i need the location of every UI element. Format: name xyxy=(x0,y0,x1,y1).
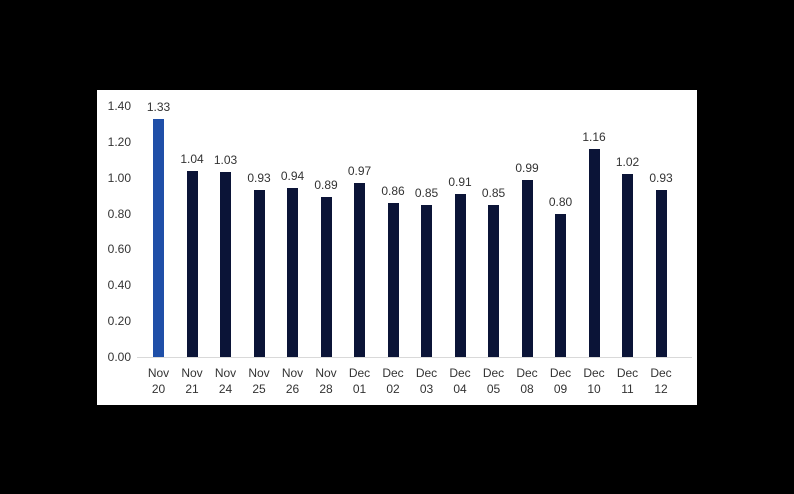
x-tick-month: Nov xyxy=(147,366,170,380)
x-tick-day: 02 xyxy=(386,382,400,396)
x-tick-month: Nov xyxy=(281,366,304,380)
x-tick-month: Dec xyxy=(382,366,404,380)
x-axis-line xyxy=(137,357,692,358)
x-tick-month: Dec xyxy=(415,366,438,380)
x-tick-month: Nov xyxy=(214,366,237,380)
x-tick-day: 10 xyxy=(587,382,601,396)
data-label: 1.02 xyxy=(615,155,640,170)
x-tick-day: 11 xyxy=(621,382,634,396)
x-tick-day: 26 xyxy=(285,382,300,396)
bar xyxy=(588,149,600,357)
data-label: 0.80 xyxy=(548,194,573,209)
data-label: 0.91 xyxy=(448,174,472,189)
x-tick-day: 08 xyxy=(520,382,534,396)
bar xyxy=(153,118,164,357)
x-tick-label: Nov 20 xyxy=(139,365,179,397)
x-tick-day: 28 xyxy=(319,382,333,396)
x-tick-label: Dec 10 xyxy=(574,365,614,397)
data-label: 0.85 xyxy=(414,185,439,200)
x-tick-day: 01 xyxy=(352,382,367,396)
x-tick-day: 24 xyxy=(218,382,233,396)
x-tick-label: Dec 04 xyxy=(440,365,480,397)
data-label: 1.04 xyxy=(180,151,204,166)
bar xyxy=(622,174,633,357)
x-tick-month: Dec xyxy=(348,366,371,380)
data-label: 0.99 xyxy=(515,160,539,175)
x-tick-month: Dec xyxy=(516,366,538,380)
x-tick-day: 21 xyxy=(185,382,199,396)
data-label: 0.85 xyxy=(481,185,506,200)
bar xyxy=(320,197,332,357)
x-tick-month: Nov xyxy=(315,366,337,380)
bar xyxy=(287,188,298,357)
data-label: 0.93 xyxy=(649,171,673,186)
bar xyxy=(354,183,365,357)
x-tick-label: Dec 02 xyxy=(373,365,413,397)
bar xyxy=(655,190,667,357)
bar xyxy=(186,170,198,357)
x-tick-day: 04 xyxy=(453,382,467,396)
x-tick-label: Dec 05 xyxy=(474,365,514,397)
x-tick-label: Nov 26 xyxy=(273,365,313,397)
x-tick-month: Dec xyxy=(650,366,672,380)
x-tick-month: Nov xyxy=(248,366,270,380)
x-tick-label: Dec 01 xyxy=(340,365,380,397)
x-tick-month: Dec xyxy=(549,366,572,380)
y-tick-label: 0.20 xyxy=(107,314,131,329)
x-tick-month: Dec xyxy=(482,366,505,380)
y-tick-label: 0.80 xyxy=(107,206,131,221)
x-tick-label: Nov 28 xyxy=(306,365,346,397)
x-tick-label: Dec 11 xyxy=(608,365,648,397)
data-label: 1.33 xyxy=(146,99,171,114)
data-label: 0.94 xyxy=(280,169,305,184)
y-tick-label: 1.40 xyxy=(107,99,131,113)
y-tick-label: 1.20 xyxy=(107,134,131,149)
data-label: 0.86 xyxy=(381,183,405,198)
bar xyxy=(521,179,533,357)
x-tick-label: Nov 25 xyxy=(239,365,279,397)
y-tick-label: 0.40 xyxy=(107,278,131,293)
x-tick-month: Dec xyxy=(449,366,471,380)
bar xyxy=(253,190,265,357)
y-tick-label: 0.00 xyxy=(107,350,131,364)
data-label: 0.89 xyxy=(314,178,338,193)
x-tick-day: 03 xyxy=(419,382,434,396)
x-tick-label: Dec 09 xyxy=(541,365,581,397)
bar xyxy=(488,204,499,357)
x-tick-day: 20 xyxy=(151,382,166,396)
bar xyxy=(555,213,566,357)
x-tick-month: Dec xyxy=(583,366,605,380)
x-tick-label: Nov 24 xyxy=(206,365,246,397)
x-tick-month: Nov xyxy=(181,366,203,380)
x-tick-label: Nov 21 xyxy=(172,365,212,397)
x-tick-label: Dec 08 xyxy=(507,365,547,397)
x-tick-day: 05 xyxy=(486,382,501,396)
bar xyxy=(454,193,466,357)
bar xyxy=(421,204,432,357)
y-tick-label: 1.00 xyxy=(107,170,131,185)
y-tick-label: 0.60 xyxy=(107,242,131,257)
x-tick-label: Dec 12 xyxy=(641,365,681,397)
x-tick-label: Dec 03 xyxy=(407,365,447,397)
bar xyxy=(220,172,231,357)
data-label: 0.93 xyxy=(247,171,271,186)
data-label: 0.97 xyxy=(347,164,372,179)
x-tick-day: 09 xyxy=(553,382,568,396)
x-tick-day: 12 xyxy=(654,382,668,396)
x-tick-day: 25 xyxy=(252,382,266,396)
chart-panel: 0.00 0.20 0.40 0.60 0.80 1.00 1.20 1.40 1.33 Nov… xyxy=(97,90,697,405)
x-tick-month: Dec xyxy=(616,366,639,380)
data-label: 1.03 xyxy=(213,153,238,168)
bar xyxy=(387,202,399,357)
data-label: 1.16 xyxy=(582,130,606,145)
